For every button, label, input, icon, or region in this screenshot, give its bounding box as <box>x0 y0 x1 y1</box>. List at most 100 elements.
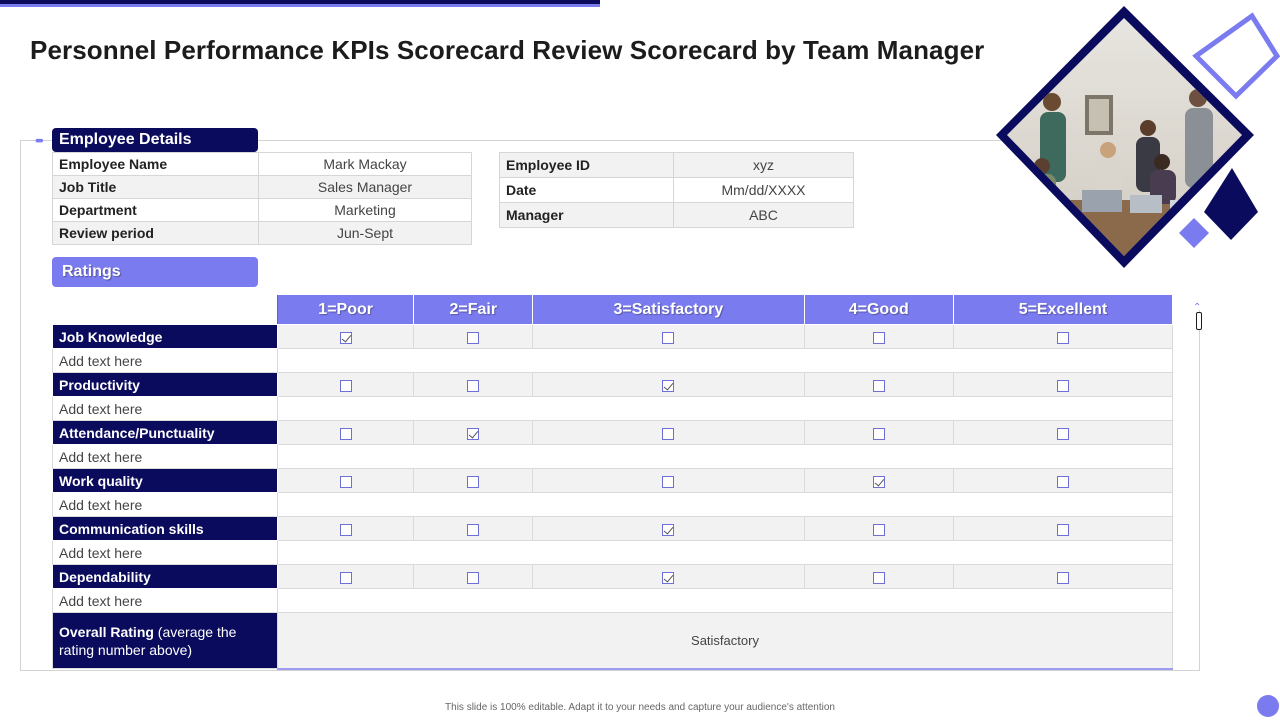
criterion-name: Job Knowledge <box>52 324 278 349</box>
chevron-up-icon: ⌃ <box>1193 302 1202 313</box>
criterion-row: Dependability <box>52 564 1174 589</box>
rating-checkbox[interactable] <box>467 379 480 392</box>
scale-header-5: 5=Excellent <box>952 294 1174 325</box>
team-photo-graphic <box>996 6 1280 268</box>
criterion-name: Dependability <box>52 564 278 589</box>
rating-checkbox[interactable] <box>872 523 885 536</box>
rating-checkbox[interactable] <box>1056 331 1069 344</box>
criterion-note-row: Add text here <box>52 348 1173 373</box>
rating-cell <box>803 324 954 349</box>
rating-checkbox[interactable] <box>1056 571 1069 584</box>
detail-label: Employee ID <box>499 152 674 178</box>
rating-cell <box>532 564 805 589</box>
rating-checkbox-checked[interactable] <box>467 427 480 440</box>
rating-checkbox[interactable] <box>339 523 352 536</box>
rating-cell <box>532 468 805 493</box>
rating-cell <box>413 420 534 445</box>
rating-checkbox[interactable] <box>872 379 885 392</box>
rating-checkbox[interactable] <box>662 331 675 344</box>
employee-details-left-table: Employee Name Mark Mackay Job Title Sale… <box>52 152 472 245</box>
rating-cell <box>803 372 954 397</box>
rating-cell <box>803 420 954 445</box>
criterion-note[interactable]: Add text here <box>52 348 278 373</box>
detail-label: Department <box>52 198 259 222</box>
rating-checkbox[interactable] <box>467 331 480 344</box>
rating-cell <box>413 324 534 349</box>
rating-checkbox[interactable] <box>339 475 352 488</box>
criterion-note[interactable]: Add text here <box>52 588 278 613</box>
overall-rating-value: Satisfactory <box>277 612 1173 670</box>
rating-checkbox[interactable] <box>662 427 675 440</box>
rating-checkbox[interactable] <box>1056 379 1069 392</box>
rating-checkbox[interactable] <box>1056 523 1069 536</box>
detail-value: Mark Mackay <box>258 152 472 176</box>
page-title: Personnel Performance KPIs Scorecard Rev… <box>30 35 985 65</box>
detail-row: Date Mm/dd/XXXX <box>499 177 854 203</box>
rating-cell <box>276 468 415 493</box>
rating-cell <box>532 324 805 349</box>
detail-value: Mm/dd/XXXX <box>673 177 854 203</box>
criterion-note-row: Add text here <box>52 540 1173 565</box>
content-frame <box>20 140 1200 671</box>
detail-row: Department Marketing <box>52 198 472 222</box>
criterion-row: Work quality <box>52 468 1174 493</box>
rating-cell <box>276 420 415 445</box>
scale-header-2: 2=Fair <box>413 294 534 325</box>
rating-checkbox[interactable] <box>467 475 480 488</box>
content-frame-edge <box>1199 310 1200 671</box>
detail-row: Employee Name Mark Mackay <box>52 152 472 176</box>
rating-cell <box>276 564 415 589</box>
rating-checkbox[interactable] <box>872 331 885 344</box>
criterion-note[interactable]: Add text here <box>52 396 278 421</box>
overall-rating-label: Overall Rating (average the rating numbe… <box>52 612 278 669</box>
overall-rating-label-note: (average the rating number above) <box>59 623 237 658</box>
overall-rating-row: Overall Rating (average the rating numbe… <box>52 612 1173 670</box>
criterion-note-row: Add text here <box>52 588 1173 613</box>
criterion-note-space <box>277 588 1173 613</box>
team-meeting-photo-icon <box>1007 18 1242 256</box>
rating-cell <box>803 516 954 541</box>
scale-header-3: 3=Satisfactory <box>532 294 805 325</box>
rating-checkbox-checked[interactable] <box>662 379 675 392</box>
footer-note: This slide is 100% editable. Adapt it to… <box>445 702 835 713</box>
rating-checkbox[interactable] <box>1056 475 1069 488</box>
criterion-note-row: Add text here <box>52 492 1173 517</box>
rating-checkbox[interactable] <box>467 523 480 536</box>
detail-value: xyz <box>673 152 854 178</box>
corner-dot <box>1257 695 1279 717</box>
rating-cell <box>952 324 1174 349</box>
criterion-note[interactable]: Add text here <box>52 540 278 565</box>
criterion-note-row: Add text here <box>52 444 1173 469</box>
rating-checkbox[interactable] <box>467 571 480 584</box>
criterion-note[interactable]: Add text here <box>52 444 278 469</box>
rating-checkbox[interactable] <box>339 571 352 584</box>
scale-header-1: 1=Poor <box>276 294 415 325</box>
criterion-note[interactable]: Add text here <box>52 492 278 517</box>
criterion-note-space <box>277 348 1173 373</box>
criterion-row: Attendance/Punctuality <box>52 420 1174 445</box>
criterion-row: Productivity <box>52 372 1174 397</box>
rating-checkbox[interactable] <box>662 475 675 488</box>
detail-row: Review period Jun-Sept <box>52 221 472 245</box>
criterion-row: Job Knowledge <box>52 324 1174 349</box>
rating-checkbox-checked[interactable] <box>872 475 885 488</box>
rating-checkbox[interactable] <box>339 379 352 392</box>
rating-checkbox[interactable] <box>872 427 885 440</box>
rating-checkbox[interactable] <box>339 427 352 440</box>
connector-dots-icon: ••• <box>35 132 44 148</box>
scale-header-4: 4=Good <box>803 294 954 325</box>
rating-checkbox-checked[interactable] <box>662 571 675 584</box>
detail-value: Marketing <box>258 198 472 222</box>
rating-checkbox-checked[interactable] <box>339 331 352 344</box>
rating-cell <box>952 564 1174 589</box>
criterion-name: Communication skills <box>52 516 278 541</box>
rating-checkbox[interactable] <box>1056 427 1069 440</box>
detail-row: Employee ID xyz <box>499 152 854 178</box>
ratings-table: 1=Poor 2=Fair 3=Satisfactory 4=Good 5=Ex… <box>52 294 1174 670</box>
detail-row: Manager ABC <box>499 202 854 228</box>
rating-checkbox-checked[interactable] <box>662 523 675 536</box>
rating-checkbox[interactable] <box>872 571 885 584</box>
rating-cell <box>413 516 534 541</box>
rating-cell <box>952 420 1174 445</box>
criterion-note-space <box>277 444 1173 469</box>
